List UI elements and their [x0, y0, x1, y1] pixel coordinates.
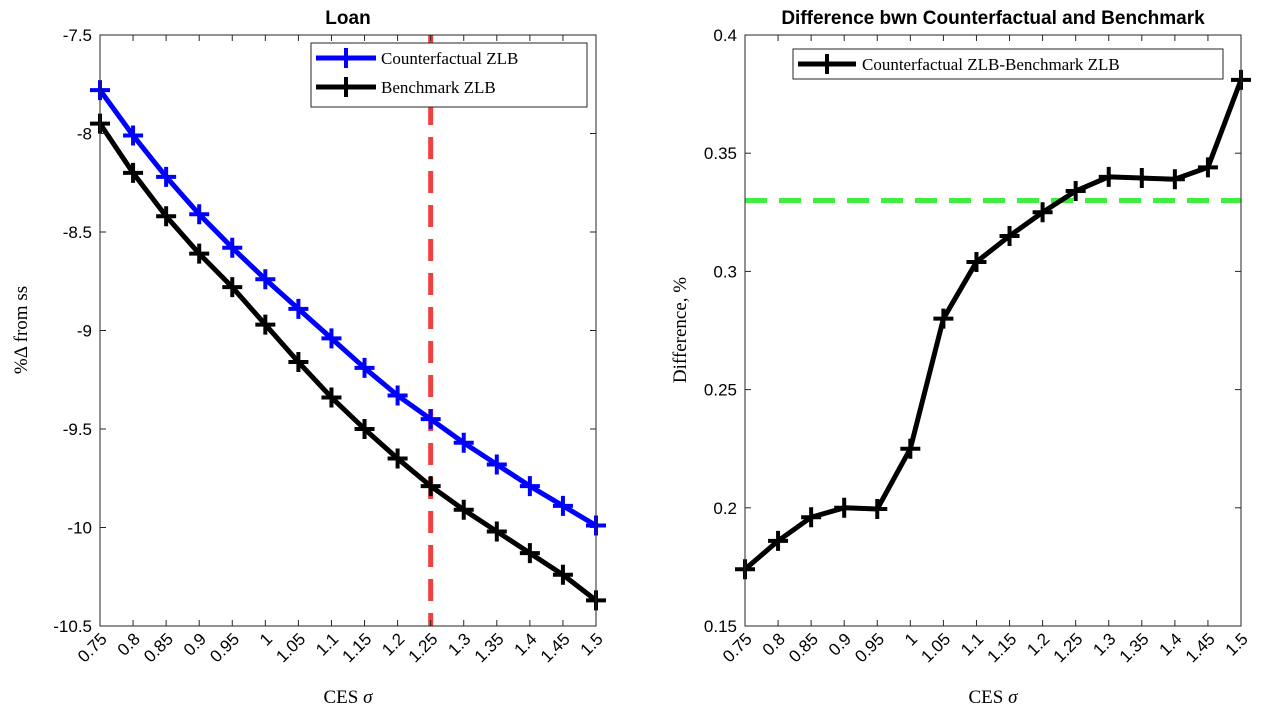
- data-point-marker: [999, 225, 1020, 246]
- legend: Counterfactual ZLB-Benchmark ZLB: [792, 48, 1224, 80]
- data-point-marker: [321, 328, 342, 349]
- data-point-marker: [552, 564, 573, 585]
- x-axis-label: CES σ: [324, 687, 374, 708]
- legend-label: Benchmark ZLB: [381, 78, 496, 97]
- data-point-marker: [1197, 157, 1218, 178]
- legend-label: Counterfactual ZLB-Benchmark ZLB: [862, 55, 1120, 74]
- data-point-marker: [933, 308, 954, 329]
- data-point-marker: [453, 499, 474, 520]
- y-tick-label: 0.35: [704, 144, 737, 163]
- y-tick-label: -9: [77, 322, 92, 341]
- chart-title: Loan: [325, 8, 370, 29]
- y-tick-label: -10: [67, 519, 92, 538]
- y-tick-label: -7.5: [63, 26, 92, 45]
- data-point-marker: [123, 162, 144, 183]
- y-tick-label: -10.5: [53, 617, 92, 636]
- legend-swatch-marker: [336, 48, 356, 68]
- data-point-marker: [255, 269, 276, 290]
- x-axis-label-prefix: CES: [324, 687, 364, 708]
- data-point-marker: [123, 125, 144, 146]
- data-point-marker: [1098, 166, 1119, 187]
- data-point-marker: [519, 543, 540, 564]
- data-point-marker: [1065, 181, 1086, 202]
- data-point-marker: [156, 166, 177, 187]
- legend-item: Benchmark ZLB: [316, 77, 496, 97]
- data-point-marker: [486, 454, 507, 475]
- legend-item: Counterfactual ZLB: [316, 48, 518, 68]
- data-point-marker: [801, 507, 822, 528]
- data-point-marker: [288, 298, 309, 319]
- data-point-marker: [321, 387, 342, 408]
- y-tick-label: 0.25: [704, 381, 737, 400]
- x-axis-label-prefix: CES: [969, 687, 1009, 708]
- data-point-marker: [1164, 169, 1185, 190]
- y-tick-label: -8.5: [63, 223, 92, 242]
- legend-box: [792, 48, 1224, 80]
- y-tick-label: -8: [77, 125, 92, 144]
- chart-title: Difference bwn Counterfactual and Benchm…: [781, 8, 1205, 29]
- y-tick-label: 0.3: [713, 262, 737, 281]
- y-tick-label: 0.15: [704, 617, 737, 636]
- legend-item: Counterfactual ZLB-Benchmark ZLB: [798, 54, 1120, 74]
- axes-frame: [744, 34, 1242, 627]
- y-tick-label: 0.2: [713, 499, 737, 518]
- series-line: [742, 77, 1244, 572]
- data-point-marker: [966, 251, 987, 272]
- y-axis-label: %Δ from ss: [11, 286, 32, 374]
- data-point-marker: [1032, 202, 1053, 223]
- legend-box: [310, 42, 588, 108]
- data-point-marker: [222, 237, 243, 258]
- legend-swatch-marker: [817, 54, 837, 74]
- legend-label: Counterfactual ZLB: [381, 49, 518, 68]
- data-point-marker: [189, 204, 210, 225]
- data-point-marker: [486, 521, 507, 542]
- data-point-marker: [867, 498, 888, 519]
- data-point-marker: [834, 497, 855, 518]
- y-tick-label: -9.5: [63, 420, 92, 439]
- x-axis-sigma: σ: [1008, 687, 1018, 708]
- data-point-marker: [387, 448, 408, 469]
- legend: Counterfactual ZLB Benchmark ZLB: [310, 42, 588, 108]
- data-point-marker: [1131, 168, 1152, 189]
- data-point-marker: [519, 476, 540, 497]
- data-point-marker: [387, 385, 408, 406]
- x-axis-label: CES σ: [969, 687, 1019, 708]
- series-line: [97, 121, 599, 603]
- data-point-marker: [189, 243, 210, 264]
- x-axis-sigma: σ: [363, 687, 373, 708]
- data-point-marker: [222, 277, 243, 298]
- data-point-marker: [900, 438, 921, 459]
- data-point-marker: [255, 314, 276, 335]
- data-point-marker: [768, 530, 789, 551]
- series-line: [97, 87, 599, 529]
- data-point-marker: [288, 352, 309, 373]
- data-point-marker: [354, 419, 375, 439]
- data-point-marker: [156, 206, 177, 227]
- y-tick-label: 0.4: [713, 26, 737, 45]
- data-point-marker: [354, 357, 375, 378]
- data-point-marker: [552, 495, 573, 516]
- y-axis-label: Difference, %: [670, 277, 691, 383]
- data-point-marker: [420, 409, 441, 430]
- data-point-marker: [420, 476, 441, 497]
- data-point-marker: [453, 432, 474, 453]
- legend-swatch-marker: [336, 77, 356, 97]
